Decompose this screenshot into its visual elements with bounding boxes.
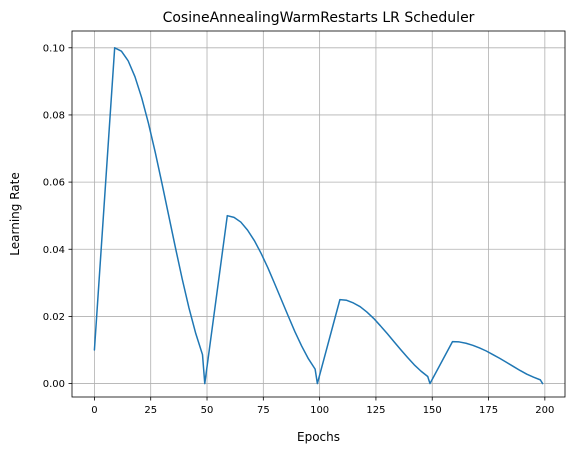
y-tick-label: 0.04 — [43, 245, 65, 256]
x-axis: 0 25 50 75 100 125 150 175 200 — [91, 397, 554, 416]
x-tick-label: 75 — [257, 405, 270, 416]
y-tick-label: 0.10 — [43, 43, 65, 54]
x-tick-label: 25 — [144, 405, 157, 416]
x-tick-label: 100 — [310, 405, 329, 416]
x-tick-label: 50 — [201, 405, 214, 416]
grid-lines — [72, 31, 565, 397]
plot-frame — [71, 30, 566, 398]
x-axis-label: Epochs — [297, 430, 340, 444]
x-tick-label: 200 — [535, 405, 554, 416]
x-tick-label: 125 — [366, 405, 385, 416]
y-axis: 0.00 0.02 0.04 0.06 0.08 0.10 — [43, 43, 72, 390]
x-tick-label: 175 — [479, 405, 498, 416]
y-axis-label: Learning Rate — [8, 172, 22, 255]
chart-title: CosineAnnealingWarmRestarts LR Scheduler — [163, 10, 475, 26]
y-tick-label: 0.08 — [43, 111, 65, 122]
series-line — [93, 47, 544, 385]
y-tick-label: 0.00 — [43, 379, 65, 390]
y-tick-label: 0.02 — [43, 312, 65, 323]
x-tick-label: 0 — [91, 405, 97, 416]
y-tick-label: 0.06 — [43, 178, 65, 189]
x-tick-label: 150 — [423, 405, 442, 416]
series-layer — [93, 47, 544, 385]
